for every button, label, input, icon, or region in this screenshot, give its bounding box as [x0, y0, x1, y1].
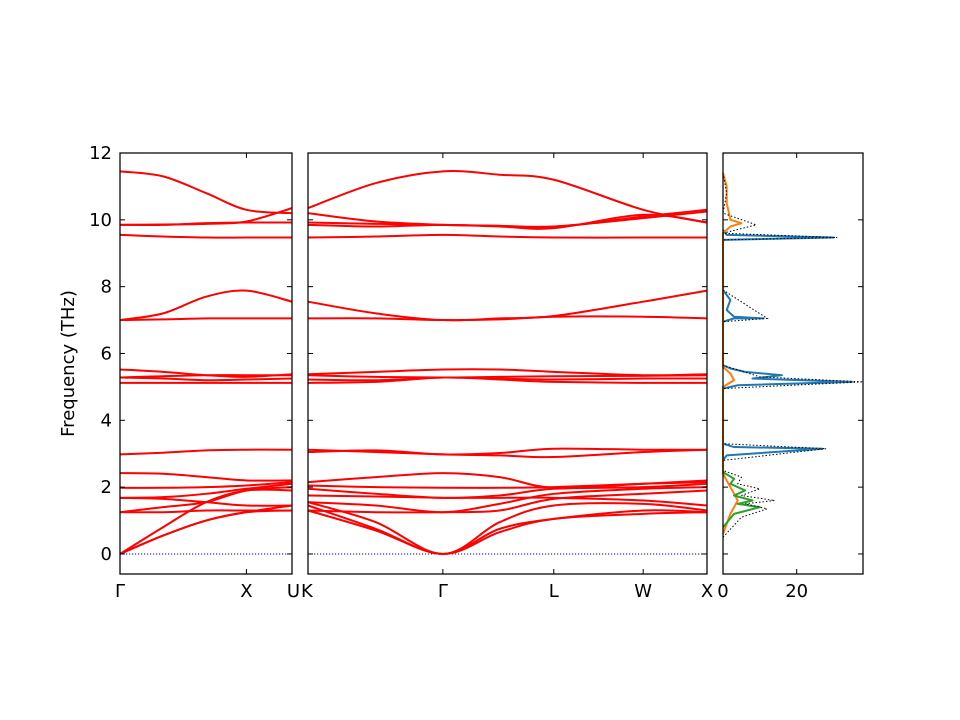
band-line-1 [307, 509, 708, 555]
band-line-15 [119, 317, 292, 322]
band-line-17 [119, 233, 292, 239]
band-line-17 [307, 289, 708, 322]
band-panel-frame [119, 152, 293, 575]
band-line-4 [119, 509, 292, 514]
band-line-10 [119, 448, 293, 456]
y-tick-label: 6 [101, 343, 112, 364]
band-line-16 [119, 289, 293, 322]
x-tick-label: Γ [438, 581, 448, 602]
y-tick-label: 0 [101, 544, 112, 565]
x-tick-label: U [287, 581, 300, 602]
x-tick-label: W [634, 581, 652, 602]
band-line-6 [119, 496, 293, 507]
dos-x-tick-label: 0 [717, 581, 728, 602]
dos-series-1 [722, 229, 853, 461]
band-line-2 [307, 504, 708, 555]
band-line-5 [307, 486, 708, 514]
dos-x-tick-label: 20 [785, 581, 808, 602]
x-tick-label: Γ [115, 581, 125, 602]
band-line-12 [119, 376, 293, 382]
x-tick-label: K [301, 581, 314, 602]
band-line-1 [119, 509, 293, 555]
band-panel-frame [307, 152, 708, 575]
band-line-13 [307, 376, 708, 382]
band-line-9 [307, 472, 708, 489]
y-tick-label: 8 [101, 277, 112, 298]
band-line-21 [307, 208, 708, 229]
band-line-4 [307, 489, 708, 514]
y-tick-label: 12 [89, 143, 112, 164]
x-tick-label: X [240, 581, 252, 602]
x-tick-label: L [549, 581, 559, 602]
band-line-10 [307, 447, 708, 456]
band-line-15 [307, 368, 708, 377]
y-tick-label: 10 [89, 210, 112, 231]
band-line-22 [307, 170, 708, 224]
x-tick-label: X [701, 581, 713, 602]
dos-panel-frame [722, 152, 864, 575]
dos-panel: 0 20 [717, 152, 864, 602]
band-line-3 [307, 501, 708, 555]
band-panel-left: 0 2 4 6 8 10 12 Γ X U [89, 143, 300, 602]
y-axis-label: Frequency (THz) [58, 290, 79, 437]
band-line-9 [119, 472, 293, 482]
dos-series-2 [722, 172, 743, 535]
band-line-6 [307, 494, 708, 507]
band-line-7 [307, 482, 708, 499]
dos-total-line [722, 172, 864, 538]
band-line-7 [119, 482, 293, 499]
dos-series-3 [722, 471, 761, 528]
y-tick-label: 4 [101, 410, 112, 431]
band-line-16 [307, 315, 708, 322]
band-line-20 [119, 207, 293, 226]
band-line-8 [119, 481, 293, 489]
band-line-11 [307, 448, 708, 459]
band-line-14 [119, 368, 293, 378]
band-line-19 [119, 170, 293, 215]
y-tick-label: 2 [101, 477, 112, 498]
band-line-18 [307, 233, 707, 239]
